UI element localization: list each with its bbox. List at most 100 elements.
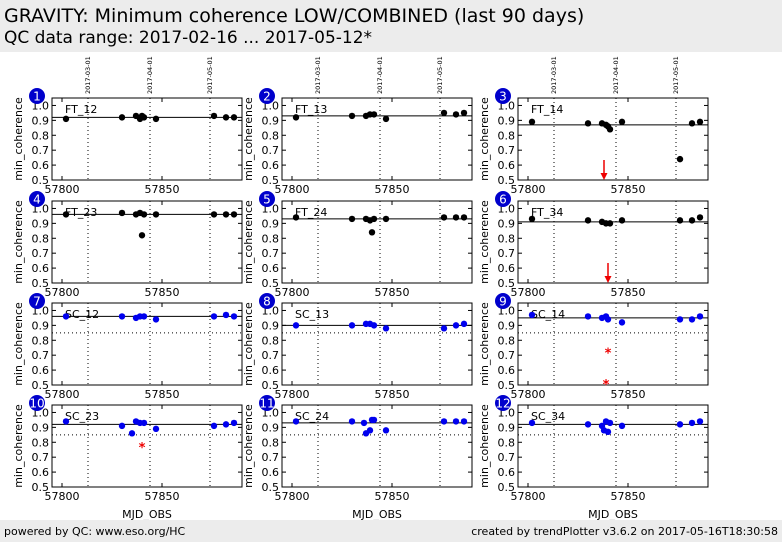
data-point — [452, 418, 460, 425]
y-axis-label: min_coherence — [478, 97, 491, 181]
data-point — [604, 316, 612, 323]
panel-number-badge — [259, 88, 275, 104]
data-point — [292, 114, 300, 121]
below-range-arrowhead — [600, 173, 608, 180]
x-tick-label: 57800 — [511, 490, 546, 503]
data-point — [584, 217, 592, 224]
y-tick-label: 0.9 — [498, 217, 516, 230]
panel-number-badge — [259, 395, 275, 411]
x-axis-label: MJD_OBS — [122, 508, 172, 520]
data-point — [688, 120, 696, 127]
y-tick-label: 0.7 — [32, 349, 50, 362]
data-point — [696, 214, 704, 221]
y-tick-label: 0.7 — [498, 144, 516, 157]
x-tick-label: 57800 — [511, 286, 546, 299]
data-point — [230, 211, 238, 218]
panel-name: FT_23 — [65, 206, 97, 219]
y-axis-label: min_coherence — [12, 200, 25, 284]
panel-name: SC_24 — [295, 410, 329, 423]
panel-name: FT_12 — [65, 103, 97, 116]
panel-name: SC_13 — [295, 308, 329, 321]
panel-number-badge — [259, 293, 275, 309]
x-tick-label: 57850 — [145, 286, 180, 299]
data-point — [62, 313, 70, 320]
panel-number-badge — [495, 395, 511, 411]
data-point — [606, 126, 614, 133]
below-range-arrowhead — [604, 276, 612, 283]
data-point — [152, 425, 160, 433]
footer: powered by QC: www.eso.org/HC created by… — [0, 520, 782, 542]
data-point — [696, 118, 704, 126]
data-point — [210, 112, 218, 120]
data-point — [676, 155, 684, 163]
data-point — [452, 214, 460, 221]
y-tick-label: 0.8 — [498, 129, 516, 142]
data-point — [360, 419, 368, 427]
x-tick-label: 57800 — [45, 183, 80, 196]
data-point — [230, 114, 238, 121]
y-tick-label: 0.6 — [498, 466, 516, 479]
data-point — [230, 313, 238, 320]
data-point — [370, 215, 378, 223]
y-tick-label: 0.6 — [32, 466, 50, 479]
data-point — [528, 118, 536, 126]
data-point — [440, 325, 448, 332]
y-tick-label: 0.5 — [498, 379, 516, 392]
y-tick-label: 0.9 — [262, 319, 280, 332]
data-point — [128, 430, 136, 437]
y-tick-label: 0.7 — [262, 451, 280, 464]
data-point — [440, 418, 448, 425]
data-point — [688, 419, 696, 427]
panel-number-badge — [495, 191, 511, 207]
y-tick-label: 0.5 — [498, 277, 516, 290]
y-tick-label: 0.6 — [32, 364, 50, 377]
panel-number-badge — [495, 88, 511, 104]
footer-generator: created by trendPlotter v3.6.2 on 2017-0… — [471, 525, 778, 538]
data-point — [210, 313, 218, 320]
y-tick-label: 0.7 — [498, 247, 516, 260]
data-point — [348, 322, 356, 329]
data-point — [452, 322, 460, 329]
y-tick-label: 0.9 — [262, 421, 280, 434]
data-point — [584, 313, 592, 320]
panel-name: SC_34 — [531, 410, 565, 423]
panel-name: SC_23 — [65, 410, 99, 423]
panel-number: 3 — [499, 90, 507, 104]
panel-name: FT_14 — [531, 103, 563, 116]
x-tick-label: 57850 — [375, 183, 410, 196]
x-tick-label: 57800 — [45, 286, 80, 299]
data-point — [118, 422, 126, 430]
data-point — [366, 427, 374, 434]
data-point — [382, 215, 390, 223]
date-marker-label: 2017-05-01 — [672, 56, 680, 94]
y-axis-label: min_coherence — [478, 200, 491, 284]
y-tick-label: 0.6 — [498, 364, 516, 377]
y-tick-label: 0.9 — [498, 114, 516, 127]
y-tick-label: 0.6 — [498, 159, 516, 172]
header: GRAVITY: Minimum coherence LOW/COMBINED … — [0, 0, 782, 52]
chart-grid: 2017-03-01 2017-04-01 2017-05-01 2017-03-01… — [12, 56, 709, 520]
data-point — [618, 319, 626, 326]
data-point — [62, 418, 70, 425]
data-point — [152, 115, 160, 123]
data-point — [222, 311, 230, 319]
data-point — [382, 325, 390, 332]
data-point — [118, 209, 126, 217]
y-tick-label: 0.6 — [32, 159, 50, 172]
data-point — [62, 115, 70, 123]
x-tick-label: 57850 — [611, 183, 646, 196]
y-tick-label: 0.8 — [32, 436, 50, 449]
x-tick-label: 57800 — [275, 286, 310, 299]
y-tick-label: 0.9 — [32, 217, 50, 230]
data-point — [528, 419, 536, 427]
data-point — [618, 217, 626, 224]
y-tick-label: 0.6 — [262, 262, 280, 275]
x-tick-label: 57850 — [375, 388, 410, 401]
panel-name: FT_34 — [531, 206, 563, 219]
y-tick-label: 0.9 — [32, 114, 50, 127]
data-point — [618, 118, 626, 126]
